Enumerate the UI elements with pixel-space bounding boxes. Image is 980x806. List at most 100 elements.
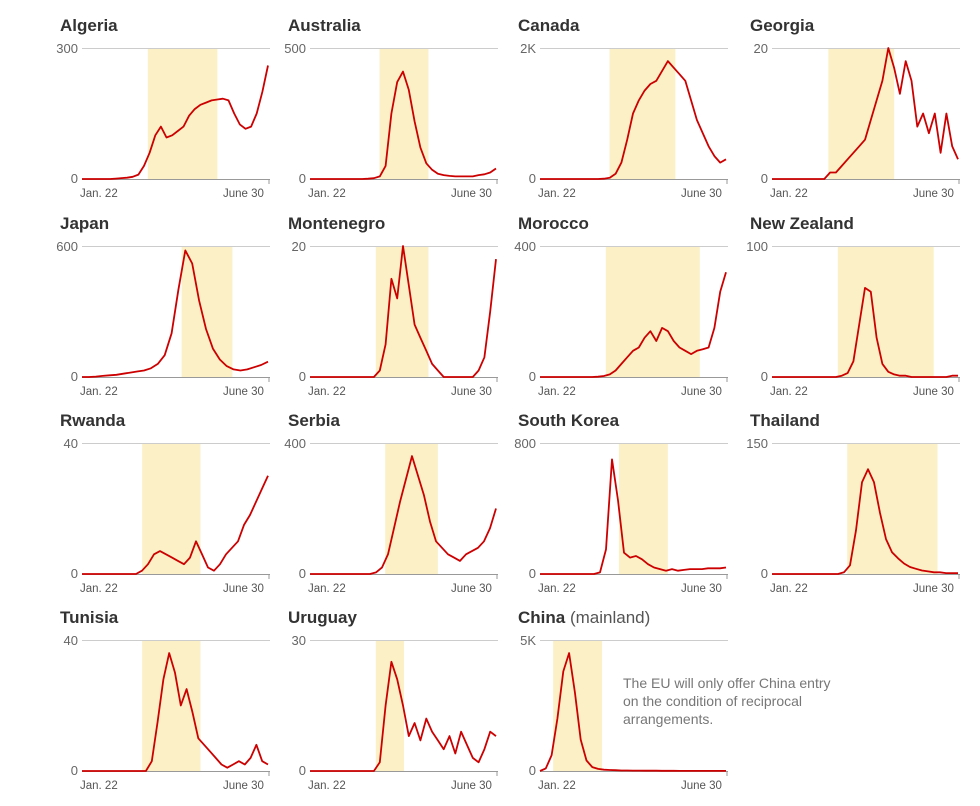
x-tick-start: Jan. 22: [538, 583, 576, 595]
series-line: [540, 271, 727, 378]
panel-title-text: Tunisia: [60, 608, 119, 627]
x-tick-start: Jan. 22: [538, 188, 576, 200]
plot-area: [310, 640, 498, 776]
x-tick-start: Jan. 22: [80, 780, 118, 792]
panel-title: South Korea: [518, 411, 619, 431]
y-tick-max: 20: [291, 239, 306, 254]
x-tick-start: Jan. 22: [770, 583, 808, 595]
panel-title-text: Uruguay: [288, 608, 357, 627]
plot-area: [772, 246, 960, 382]
panel-title: Canada: [518, 16, 579, 36]
highlight-band: [837, 246, 934, 377]
panel-title-text: Morocco: [518, 214, 589, 233]
panel-title-text: New Zealand: [750, 214, 854, 233]
series-line: [82, 249, 269, 378]
highlight-band: [375, 246, 429, 377]
china-note: The EU will only offer China entry on th…: [623, 675, 831, 727]
y-tick-zero: 0: [760, 566, 768, 581]
x-tick-start: Jan. 22: [80, 188, 118, 200]
x-tick-start: Jan. 22: [80, 583, 118, 595]
highlight-band: [847, 443, 938, 574]
panel-title-text: Thailand: [750, 411, 820, 430]
y-tick-zero: 0: [528, 369, 536, 384]
panel-subtitle: (mainland): [565, 608, 651, 627]
plot-area: [82, 443, 270, 579]
plot-area: [539, 640, 728, 776]
y-tick-zero: 0: [528, 566, 536, 581]
x-tick-end: June 30: [451, 188, 492, 200]
plot-area: [310, 48, 498, 184]
panel-title-text: Serbia: [288, 411, 340, 430]
x-tick-start: Jan. 22: [308, 780, 346, 792]
x-tick-start: Jan. 22: [770, 188, 808, 200]
panel-title: New Zealand: [750, 214, 854, 234]
x-tick-end: June 30: [223, 386, 264, 398]
series-line: [310, 245, 497, 378]
y-tick-max: 400: [514, 239, 536, 254]
x-tick-end: June 30: [223, 780, 264, 792]
plot-area: [540, 246, 728, 382]
panel-title-text: China: [518, 608, 566, 627]
y-tick-zero: 0: [298, 763, 306, 778]
x-tick-end: June 30: [913, 188, 954, 200]
highlight-band: [142, 443, 201, 574]
y-tick-max: 2K: [520, 41, 536, 56]
highlight-band: [618, 443, 668, 574]
plot-area: [310, 245, 498, 382]
y-tick-max: 150: [746, 436, 768, 451]
panel-title-text: Australia: [288, 16, 361, 35]
x-tick-start: Jan. 22: [308, 188, 346, 200]
panel-title: Morocco: [518, 214, 589, 234]
x-tick-end: June 30: [223, 188, 264, 200]
x-tick-end: June 30: [681, 386, 722, 398]
panel-title: Thailand: [750, 411, 820, 431]
series-line: [310, 455, 497, 575]
panel-title-text: South Korea: [518, 411, 620, 430]
panel-title: Montenegro: [288, 214, 385, 234]
series-line: [310, 660, 497, 772]
panel-title: Tunisia: [60, 608, 118, 628]
highlight-band: [609, 48, 676, 179]
series-line: [540, 60, 727, 180]
series-line: [772, 47, 959, 180]
y-tick-max: 40: [63, 436, 78, 451]
y-tick-zero: 0: [298, 369, 306, 384]
y-tick-max: 20: [753, 41, 768, 56]
x-tick-end: June 30: [681, 583, 722, 595]
panel-title-text: Montenegro: [288, 214, 386, 233]
y-tick-max: 800: [514, 436, 536, 451]
panel-title: Japan: [60, 214, 109, 234]
series-line: [772, 468, 958, 575]
y-tick-zero: 0: [70, 171, 78, 186]
x-tick-start: Jan. 22: [538, 780, 576, 792]
panel-title: Georgia: [750, 16, 814, 36]
series-line: [82, 652, 269, 772]
highlight-band: [828, 48, 895, 179]
x-tick-start: Jan. 22: [80, 386, 118, 398]
x-tick-end: June 30: [681, 780, 722, 792]
x-tick-end: June 30: [451, 780, 492, 792]
y-tick-max: 40: [63, 633, 78, 648]
panel-title-text: Japan: [60, 214, 110, 233]
panel-title-text: Rwanda: [60, 411, 126, 430]
highlight-band: [147, 48, 218, 179]
y-tick-zero: 0: [70, 763, 78, 778]
y-tick-zero: 0: [298, 566, 306, 581]
x-tick-end: June 30: [223, 583, 264, 595]
x-tick-end: June 30: [913, 583, 954, 595]
y-tick-max: 600: [56, 239, 78, 254]
plot-area: [82, 246, 270, 382]
x-tick-start: Jan. 22: [770, 386, 808, 398]
plot-area: [82, 48, 270, 184]
plot-area: [772, 47, 960, 184]
x-tick-end: June 30: [451, 386, 492, 398]
panel-title: Serbia: [288, 411, 340, 431]
x-tick-end: June 30: [681, 188, 722, 200]
x-tick-start: Jan. 22: [308, 583, 346, 595]
highlight-band: [605, 246, 700, 377]
plot-area: [540, 443, 728, 579]
y-tick-max: 500: [284, 41, 306, 56]
y-tick-max: 5K: [520, 633, 536, 648]
highlight-band: [181, 246, 233, 377]
